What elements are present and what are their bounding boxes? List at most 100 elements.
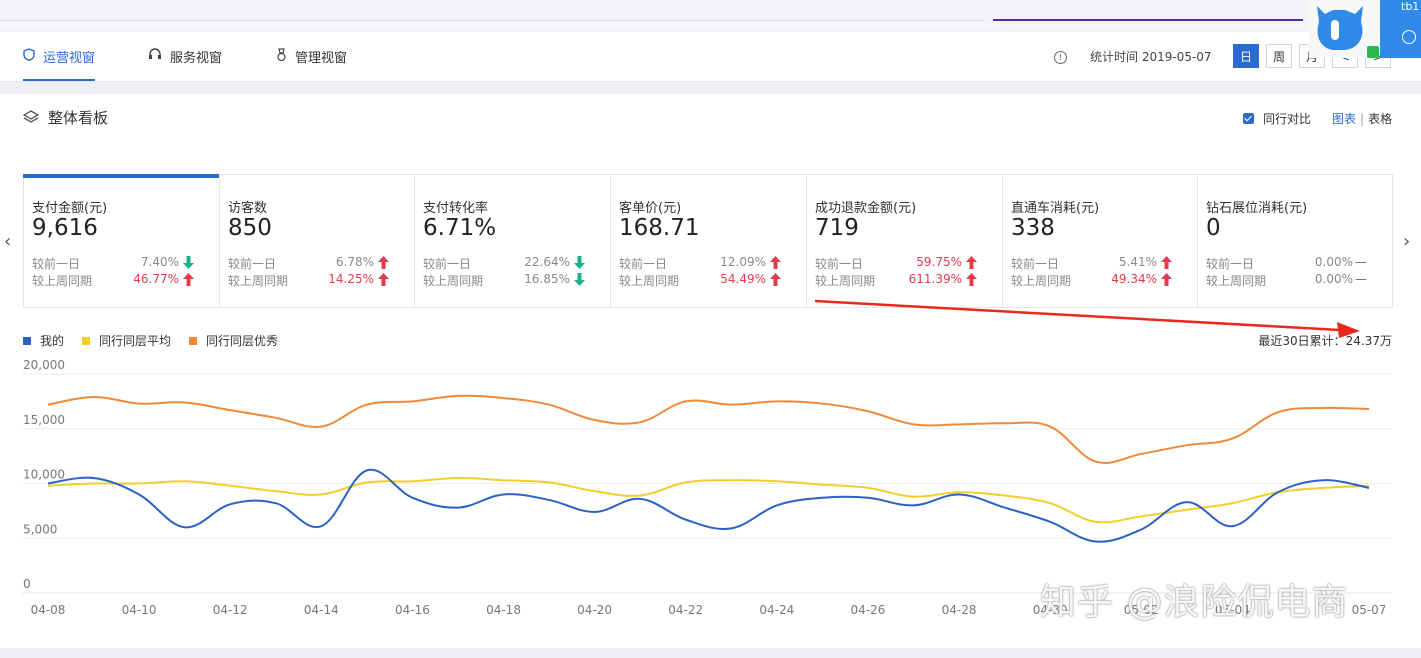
y-tick-label: 15,000 [23, 413, 65, 427]
metric-value: 850 [228, 215, 272, 241]
progress-line [993, 19, 1303, 21]
series-line-mine [47, 468, 1370, 543]
compare-pct: 6.78% [335, 255, 374, 269]
compare-row: 较前一日 22.64% [423, 255, 598, 271]
user-name: tb1 [1401, 0, 1420, 13]
legend-item[interactable]: 我的 [23, 332, 64, 349]
x-tick-label: 05-04 [1215, 603, 1250, 617]
series-line-peer-top [47, 394, 1370, 464]
compare-label: 较上周同期 [815, 274, 876, 288]
tab-label: 管理视窗 [295, 51, 348, 66]
x-tick-label: 04-18 [486, 603, 521, 617]
stat-time: 统计时间 2019-05-07 [1090, 50, 1212, 64]
compare-row: 较上周同期 14.25% [228, 272, 402, 288]
compare-label: 同行对比 [1263, 112, 1312, 126]
watermark: 知乎 @浪险侃电商 [1040, 582, 1349, 623]
x-tick-label: 04-08 [31, 603, 66, 617]
clock-icon[interactable] [1402, 30, 1416, 44]
compare-label: 较前一日 [815, 257, 864, 271]
online-status-icon [1367, 46, 1379, 58]
tab-service[interactable]: 服务视窗 [148, 32, 222, 81]
metric-card[interactable]: 访客数 850 较前一日 6.78% 较上周同期 14.25% [220, 175, 415, 307]
metric-value: 338 [1011, 215, 1055, 241]
metric-card[interactable]: 客单价(元) 168.71 较前一日 12.09% 较上周同期 54.49% [611, 175, 807, 307]
metric-card[interactable]: 直通车消耗(元) 338 较前一日 5.41% 较上周同期 49.34% [1003, 175, 1198, 307]
legend-label: 同行同层优秀 [206, 334, 279, 348]
compare-row: 较上周同期 54.49% [619, 272, 794, 288]
legend-swatch [189, 336, 198, 345]
avatar-icon [1317, 6, 1363, 50]
metric-name: 访客数 [228, 201, 268, 216]
arrow-up-icon [378, 273, 389, 286]
info-icon[interactable]: ! [1054, 51, 1067, 64]
arrow-up-icon [183, 273, 194, 286]
period-day-button[interactable]: 日 [1233, 44, 1259, 68]
total-30day: 最近30日累计：24.37万 [1258, 334, 1392, 348]
view-table-link[interactable]: 表格 [1368, 112, 1393, 126]
compare-label: 较上周同期 [1206, 274, 1267, 288]
compare-pct: 22.64% [524, 255, 570, 269]
metric-value: 9,616 [32, 215, 98, 241]
arrow-up-icon [966, 256, 977, 269]
compare-pct: 0.00% [1314, 272, 1353, 286]
compare-pct: 611.39% [908, 272, 962, 286]
compare-checkbox[interactable] [1243, 113, 1254, 124]
compare-pct: 14.25% [328, 272, 374, 286]
compare-label: 较前一日 [423, 257, 472, 271]
legend-item[interactable]: 同行同层优秀 [189, 332, 278, 349]
compare-row: 较上周同期 611.39% [815, 272, 990, 288]
top-strip [0, 0, 1421, 30]
compare-toggle[interactable]: 同行对比 [1243, 110, 1311, 127]
compare-pct: 54.49% [720, 272, 766, 286]
compare-pct: 49.34% [1111, 272, 1157, 286]
metric-cards: 支付金额(元) 9,616 较前一日 7.40% 较上周同期 46.77% 访客数 850 较前… [23, 174, 1393, 308]
compare-row: 较前一日 0.00% — [1206, 255, 1381, 271]
compare-label: 较上周同期 [423, 274, 484, 288]
legend-swatch [23, 336, 31, 345]
compare-pct: 0.00% [1314, 255, 1353, 269]
compare-row: 较前一日 7.40% [32, 255, 207, 271]
tab-management[interactable]: 管理视窗 [276, 32, 347, 81]
arrow-up-icon [378, 256, 389, 269]
legend-item[interactable]: 同行同层平均 [82, 332, 171, 349]
metric-value: 0 [1206, 215, 1221, 241]
arrow-up-icon [770, 256, 781, 269]
metric-card[interactable]: 支付金额(元) 9,616 较前一日 7.40% 较上周同期 46.77% [23, 174, 220, 307]
tab-operations[interactable]: 运营视窗 [23, 32, 96, 81]
metric-card[interactable]: 支付转化率 6.71% 较前一日 22.64% 较上周同期 16.85% [415, 175, 611, 307]
metric-name: 直通车消耗(元) [1011, 201, 1100, 216]
legend-label: 同行同层平均 [99, 334, 172, 348]
divider [0, 20, 985, 21]
panel-title: 整体看板 [48, 109, 109, 127]
next-metrics-arrow-icon[interactable]: › [1403, 231, 1411, 252]
compare-row: 较前一日 6.78% [228, 255, 402, 271]
prev-metrics-arrow-icon[interactable]: ‹ [4, 231, 12, 252]
metric-value: 168.71 [619, 215, 700, 241]
arrow-up-icon [770, 273, 781, 286]
metric-value: 6.71% [423, 215, 497, 241]
shield-icon [23, 48, 35, 65]
layers-icon [23, 110, 39, 123]
x-tick-label: 05-07 [1352, 603, 1387, 617]
metric-card[interactable]: 钻石展位消耗(元) 0 较前一日 0.00% — 较上周同期 0.00% — [1198, 175, 1393, 307]
compare-row: 较前一日 12.09% [619, 255, 794, 271]
arrow-down-icon [183, 256, 194, 269]
x-tick-label: 04-22 [668, 603, 703, 617]
compare-pct: 16.85% [524, 272, 570, 286]
compare-row: 较前一日 5.41% [1011, 255, 1185, 271]
compare-row: 较上周同期 0.00% — [1206, 272, 1381, 288]
metric-card[interactable]: 成功退款金额(元) 719 较前一日 59.75% 较上周同期 611.39% [807, 175, 1003, 307]
user-avatar[interactable] [1309, 0, 1379, 58]
divider: | [1360, 112, 1365, 126]
legend-label: 我的 [40, 334, 65, 348]
arrow-up-icon [1161, 256, 1172, 269]
period-week-button[interactable]: 周 [1266, 44, 1292, 68]
view-chart-link[interactable]: 图表 [1332, 112, 1357, 126]
x-tick-label: 04-28 [942, 603, 977, 617]
overview-panel: 整体看板 同行对比 图表 | 表格 ‹ › 支付金额(元) 9,616 较前一日 7.40… [0, 94, 1421, 648]
flat-dash-icon: — [1355, 272, 1367, 286]
metric-name: 钻石展位消耗(元) [1206, 201, 1308, 216]
series-line-peer-average [47, 477, 1370, 524]
user-panel[interactable]: tb1 [1380, 0, 1421, 58]
x-tick-label: 05-02 [1124, 603, 1159, 617]
